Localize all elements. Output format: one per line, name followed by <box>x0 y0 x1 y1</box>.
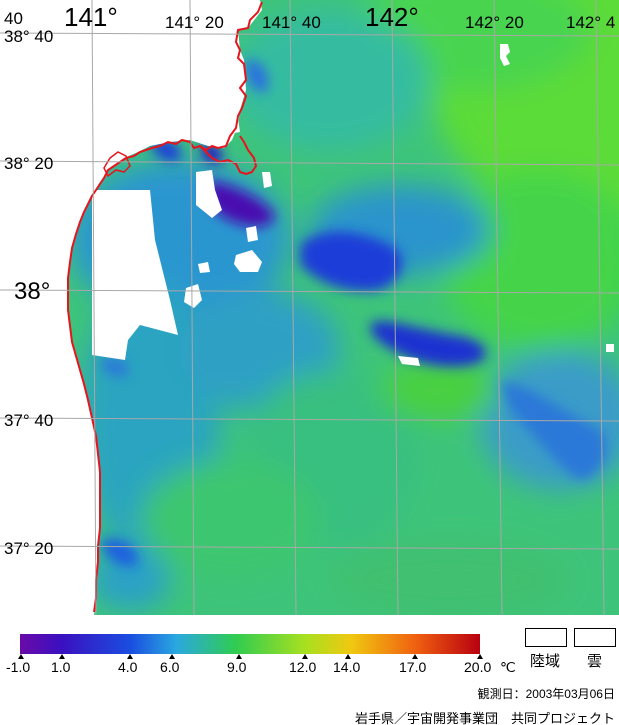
tick-marker <box>59 654 65 659</box>
lat-label-37-20: 37° 20 <box>4 539 54 558</box>
credit-line: 岩手県／宇宙開発事業団 共同プロジェクト <box>354 711 615 725</box>
tick-marker <box>18 654 24 659</box>
lon-label-141-40: 141° 40 <box>262 13 321 32</box>
legend-tick-label: 20.0 <box>464 659 492 675</box>
temperature-color-bar <box>20 634 480 654</box>
map-canvas <box>0 0 619 615</box>
lat-label-37-40: 37° 40 <box>4 411 54 430</box>
lon-label-141-20: 141° 20 <box>165 13 224 32</box>
lat-label-38-40: 38° 40 <box>4 27 54 46</box>
tick-marker <box>169 654 175 659</box>
lon-label-142: 142° <box>365 2 419 32</box>
lon-label-141: 141° <box>64 2 118 32</box>
land-mass <box>0 0 614 615</box>
observation-date: 観測日：2003年03月06日 <box>477 687 615 701</box>
cloud-key-swatch <box>574 628 616 647</box>
legend-tick-label: 14.0 <box>333 659 361 675</box>
legend-tick-label: 9.0 <box>227 659 247 675</box>
tick-marker <box>127 654 133 659</box>
tick-marker <box>302 654 308 659</box>
legend-tick-label: 4.0 <box>118 659 138 675</box>
coastline <box>67 1 263 613</box>
land-key-swatch <box>525 628 567 647</box>
legend-tick-label: 12.0 <box>289 659 317 675</box>
legend-tick-label: 17.0 <box>399 659 427 675</box>
legend-unit: ℃ <box>500 659 516 675</box>
legend-tick-label: 1.0 <box>51 659 71 675</box>
lat-label-38-20: 38° 20 <box>4 154 54 173</box>
cloud-key-label: 雲 <box>587 653 603 670</box>
legend-tick-label: 6.0 <box>160 659 180 675</box>
lat-label-38: 38° <box>14 278 51 305</box>
sea-surface-temperature-map: 40 141° 141° 20 141° 40 142° 142° 20 142… <box>0 0 619 615</box>
lon-label-140-40: 40 <box>4 9 23 28</box>
coastline-islet <box>103 151 131 178</box>
legend-tick-label: -1.0 <box>6 659 31 675</box>
tick-marker <box>412 654 418 659</box>
coastline-bay <box>199 135 258 176</box>
tick-marker <box>477 654 483 659</box>
lon-label-142-40: 142° 4 <box>566 13 616 32</box>
graticule <box>0 0 619 615</box>
lon-label-142-20: 142° 20 <box>465 13 524 32</box>
land-key-label: 陸域 <box>530 653 561 670</box>
tick-marker <box>236 654 242 659</box>
tick-marker <box>345 654 351 659</box>
